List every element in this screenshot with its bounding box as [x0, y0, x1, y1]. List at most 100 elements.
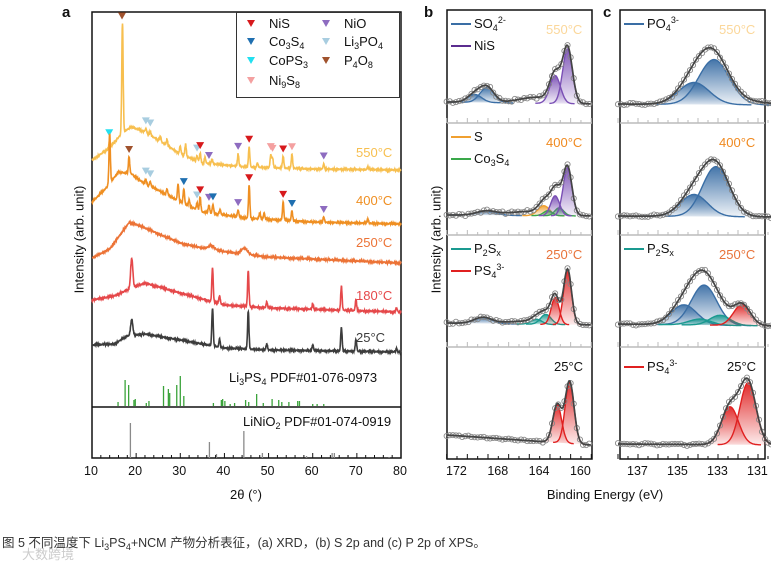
data-point — [674, 85, 682, 92]
phase-marker-nio — [204, 151, 213, 159]
legend-item: Li3PO4 — [322, 34, 383, 51]
data-point — [662, 314, 670, 321]
data-point — [746, 308, 754, 316]
x-tick-label: 70 — [348, 464, 363, 478]
triangle-marker-icon — [247, 38, 255, 45]
data-point — [725, 70, 733, 77]
xrd-series-label: 180°C — [356, 288, 393, 303]
legend-label: NiS — [269, 16, 290, 31]
data-point — [692, 56, 700, 63]
phase-marker-nio — [319, 152, 328, 160]
x-tick-label: 164 — [528, 464, 550, 478]
temperature-label: 400°C — [719, 135, 756, 150]
data-point — [737, 204, 745, 211]
x-tick-label: 172 — [446, 464, 467, 478]
data-point — [656, 317, 664, 324]
data-point — [665, 95, 673, 102]
component-fill — [540, 297, 570, 325]
xps-legend-item: Co3S4 — [451, 151, 510, 168]
data-point — [677, 81, 685, 88]
data-point — [752, 316, 760, 323]
data-point — [689, 62, 697, 69]
legend-item: Co3S4 — [247, 34, 304, 51]
data-point — [689, 273, 697, 281]
data-point — [677, 196, 685, 203]
legend-label: P2Sx — [474, 241, 501, 258]
legend-line-icon — [451, 44, 471, 47]
data-point — [548, 185, 556, 192]
temperature-label: 400°C — [546, 135, 583, 150]
data-point — [493, 93, 500, 100]
phase-marker-li3po4 — [141, 167, 150, 175]
xps-legend-item: P2Sx — [624, 241, 674, 258]
data-point — [623, 320, 631, 327]
data-point — [533, 310, 540, 317]
phase-marker-li3po4 — [193, 191, 202, 199]
xrd-series-label: 250°C — [356, 235, 393, 250]
data-point — [767, 215, 771, 222]
data-point — [502, 210, 509, 217]
data-point — [490, 89, 497, 96]
xrd-series-label: 400°C — [356, 193, 393, 208]
phase-marker-nis — [196, 142, 205, 150]
legend-line-icon — [451, 157, 471, 160]
data-point — [686, 278, 694, 285]
data-point — [564, 42, 571, 49]
phase-marker-nis — [279, 145, 288, 153]
data-point — [731, 393, 739, 400]
x-tick-label: 10 — [84, 464, 98, 478]
phase-marker-p4o8 — [118, 12, 127, 20]
legend-label: SO42- — [474, 15, 506, 33]
reference-label: LiNiO2 PDF#01-074-0919 — [243, 414, 392, 431]
envelope-fit — [618, 46, 771, 105]
data-point — [716, 162, 724, 169]
data-point — [710, 280, 718, 288]
envelope-fit — [618, 269, 771, 327]
legend-line-icon — [624, 365, 644, 368]
data-point — [713, 286, 721, 293]
envelope-fit — [446, 164, 591, 217]
legend-line-icon — [451, 247, 471, 250]
data-point — [452, 318, 460, 325]
x-tick-label: 135 — [667, 464, 688, 478]
triangle-marker-icon — [322, 57, 330, 64]
data-point — [671, 90, 679, 97]
data-point — [545, 191, 552, 198]
data-point — [683, 71, 691, 78]
legend-label: Co3S4 — [474, 151, 510, 168]
temperature-label: 550°C — [546, 22, 583, 37]
data-point — [683, 188, 691, 195]
data-point — [576, 211, 583, 218]
xrd-series-3 — [91, 256, 402, 316]
triangle-marker-icon — [322, 38, 330, 45]
data-point — [539, 195, 546, 202]
data-point — [743, 210, 751, 217]
phase-marker-cops3 — [105, 129, 114, 137]
legend-item: P4O8 — [322, 53, 373, 70]
data-point — [620, 101, 628, 109]
xrd-series-2 — [91, 219, 402, 267]
data-point — [662, 96, 670, 103]
data-point — [734, 388, 742, 396]
data-point — [477, 84, 484, 91]
x-tick-label: 20 — [128, 464, 143, 478]
data-point — [533, 203, 540, 211]
x-tick-label: 60 — [304, 464, 319, 478]
data-point — [740, 301, 748, 308]
component-fill — [538, 195, 572, 216]
xps-legend-item: PS43- — [451, 263, 504, 280]
phase-marker-li3po4 — [141, 117, 150, 125]
x-tick-label: 137 — [627, 464, 648, 478]
data-point — [576, 98, 583, 105]
data-point — [767, 441, 771, 448]
phase-marker-li3po4 — [146, 170, 155, 178]
xrd-x-axis-label: 2θ (°) — [230, 487, 262, 502]
data-point — [743, 374, 751, 381]
envelope-fit — [618, 377, 771, 446]
component-fill — [460, 87, 514, 103]
component-fill — [698, 406, 761, 445]
data-point — [686, 67, 694, 74]
figure-caption: 图 5 不同温度下 Li3PS4+NCM 产物分析表征，(a) XRD，(b) … — [2, 532, 486, 552]
phase-marker-nis — [279, 190, 288, 198]
data-point — [555, 64, 562, 71]
